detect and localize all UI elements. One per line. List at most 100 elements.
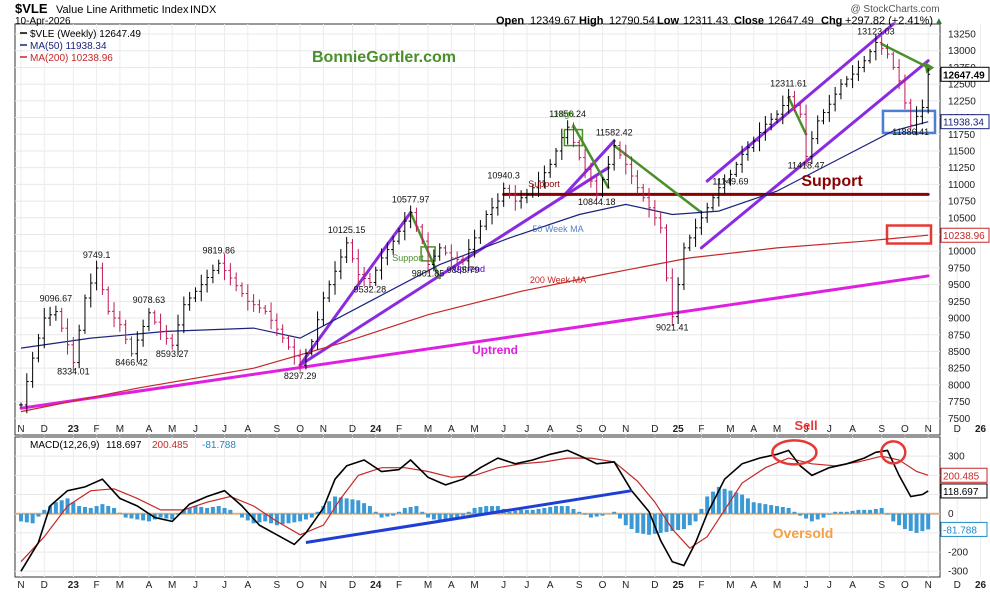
x-tick-label: A bbox=[750, 424, 757, 435]
price-tick-label: 10000 bbox=[948, 247, 976, 258]
x-tick-label-macd: N bbox=[622, 580, 629, 591]
macd-hist-bar bbox=[495, 506, 500, 514]
x-tick-label: N bbox=[622, 424, 629, 435]
macd-hist-bar bbox=[135, 513, 140, 520]
macd-legend-hist: -81.788 bbox=[202, 440, 236, 451]
price-data-label: 10577.97 bbox=[392, 195, 430, 205]
macd-hist-bar bbox=[269, 513, 274, 524]
x-tick-label: 24 bbox=[370, 424, 382, 435]
macd-hist-bar bbox=[426, 513, 431, 518]
macd-hist-bar bbox=[583, 513, 588, 515]
x-tick-label-macd: N bbox=[925, 580, 932, 591]
price-tick-label: 13000 bbox=[948, 46, 976, 57]
x-tick-label-macd: A bbox=[750, 580, 757, 591]
low-label: Low bbox=[657, 15, 679, 27]
legend-ma50: MA(50) 11938.34 bbox=[30, 41, 107, 52]
macd-hist-bar bbox=[757, 503, 762, 514]
macd-hist-bar bbox=[879, 507, 884, 514]
green-down-line-4 bbox=[787, 96, 808, 136]
x-tick-label: S bbox=[274, 424, 281, 435]
macd-hist-bar bbox=[344, 498, 349, 514]
macd-hist-bar bbox=[24, 513, 29, 523]
exchange-label: INDX bbox=[190, 4, 217, 16]
price-tick-label: 9250 bbox=[948, 297, 971, 308]
macd-hist-bar bbox=[716, 486, 721, 514]
macd-hist-bar bbox=[658, 513, 663, 533]
macd-hist-bar bbox=[786, 507, 791, 514]
price-data-label: 11149.69 bbox=[712, 176, 748, 186]
macd-hist-bar bbox=[286, 513, 291, 524]
macd-hist-bar bbox=[77, 506, 82, 514]
macd-hist-bar bbox=[164, 513, 169, 519]
x-tick-label: J bbox=[524, 424, 529, 435]
x-tick-label: 25 bbox=[673, 424, 685, 435]
macd-hist-bar bbox=[466, 511, 471, 514]
macd-hist-bar bbox=[594, 513, 599, 517]
x-tick-label: N bbox=[925, 424, 932, 435]
macd-hist-bar bbox=[670, 513, 675, 531]
price-data-label: 9021.41 bbox=[656, 323, 689, 333]
macd-hist-bar bbox=[530, 509, 535, 514]
author-watermark: BonnieGortler.com bbox=[312, 49, 456, 66]
macd-hist-bar bbox=[676, 513, 681, 531]
x-tick-label-macd: A bbox=[448, 580, 455, 591]
price-tick-label: 11500 bbox=[948, 146, 976, 157]
macd-hist-bar bbox=[844, 511, 849, 514]
right-value-tag bbox=[940, 114, 990, 130]
x-tick-label-macd: F bbox=[94, 580, 100, 591]
macd-hist-bar bbox=[873, 508, 878, 514]
x-tick-label-macd: 26 bbox=[975, 580, 987, 591]
uptrend-line-magenta bbox=[19, 274, 930, 410]
macd-hist-bar bbox=[176, 513, 181, 515]
x-tick-label: J bbox=[501, 424, 506, 435]
x-tick-label-macd: O bbox=[901, 580, 909, 591]
x-tick-label: S bbox=[878, 424, 885, 435]
x-tick-label: D bbox=[954, 424, 961, 435]
x-tick-label-macd: A bbox=[146, 580, 153, 591]
macd-hist-bar bbox=[367, 506, 372, 514]
macd-hist-bar bbox=[199, 507, 204, 514]
macd-line bbox=[20, 449, 929, 572]
macd-hist-bar bbox=[827, 513, 832, 515]
x-tick-label: N bbox=[320, 424, 327, 435]
price-data-label: 8297.29 bbox=[284, 371, 317, 381]
macd-hist-bar bbox=[117, 512, 122, 514]
macd-hist-bar bbox=[338, 497, 343, 514]
macd-hist-bar bbox=[106, 506, 111, 514]
macd-hist-bar bbox=[513, 510, 518, 514]
right-value-tag bbox=[940, 227, 990, 243]
series-line-ma50 bbox=[20, 121, 929, 349]
macd-hist-bar bbox=[36, 513, 41, 517]
x-tick-label: A bbox=[146, 424, 153, 435]
ma200-annotation: 200 Week MA bbox=[530, 275, 586, 285]
macd-hist-bar bbox=[245, 513, 250, 521]
price-tick-label: 10500 bbox=[948, 213, 976, 224]
high-label: High bbox=[579, 15, 604, 27]
macd-hist-bar bbox=[420, 511, 425, 514]
x-tick-label: F bbox=[698, 424, 704, 435]
macd-tick-label: -200 bbox=[948, 548, 968, 559]
macd-hist-bar bbox=[408, 507, 413, 514]
macd-hist-bar bbox=[82, 507, 87, 514]
macd-series bbox=[19, 439, 931, 572]
x-tick-label: M bbox=[726, 424, 734, 435]
macd-hist-bar bbox=[914, 513, 919, 533]
macd-hist-bar bbox=[490, 506, 495, 514]
macd-hist-bar bbox=[693, 513, 698, 522]
macd-hist-bar bbox=[455, 513, 460, 518]
macd-hist-bar bbox=[542, 507, 547, 514]
price-data-label: 9078.63 bbox=[133, 295, 166, 305]
macd-hist-bar bbox=[809, 513, 814, 522]
macd-hist-bar bbox=[780, 507, 785, 514]
macd-tick-label: -300 bbox=[948, 567, 968, 578]
macd-trend-line-1 bbox=[305, 489, 632, 544]
macd-hist-bar bbox=[751, 502, 756, 514]
macd-hist-bar bbox=[94, 506, 99, 514]
macd-hist-bar bbox=[431, 513, 436, 520]
x-tick-label-macd: S bbox=[274, 580, 281, 591]
price-data-label: 8593.27 bbox=[156, 349, 189, 359]
price-tick-label: 7750 bbox=[948, 397, 971, 408]
macd-hist-bar bbox=[617, 513, 622, 519]
x-tick-label-macd: D bbox=[954, 580, 961, 591]
symbol-title: $VLE bbox=[15, 1, 48, 16]
